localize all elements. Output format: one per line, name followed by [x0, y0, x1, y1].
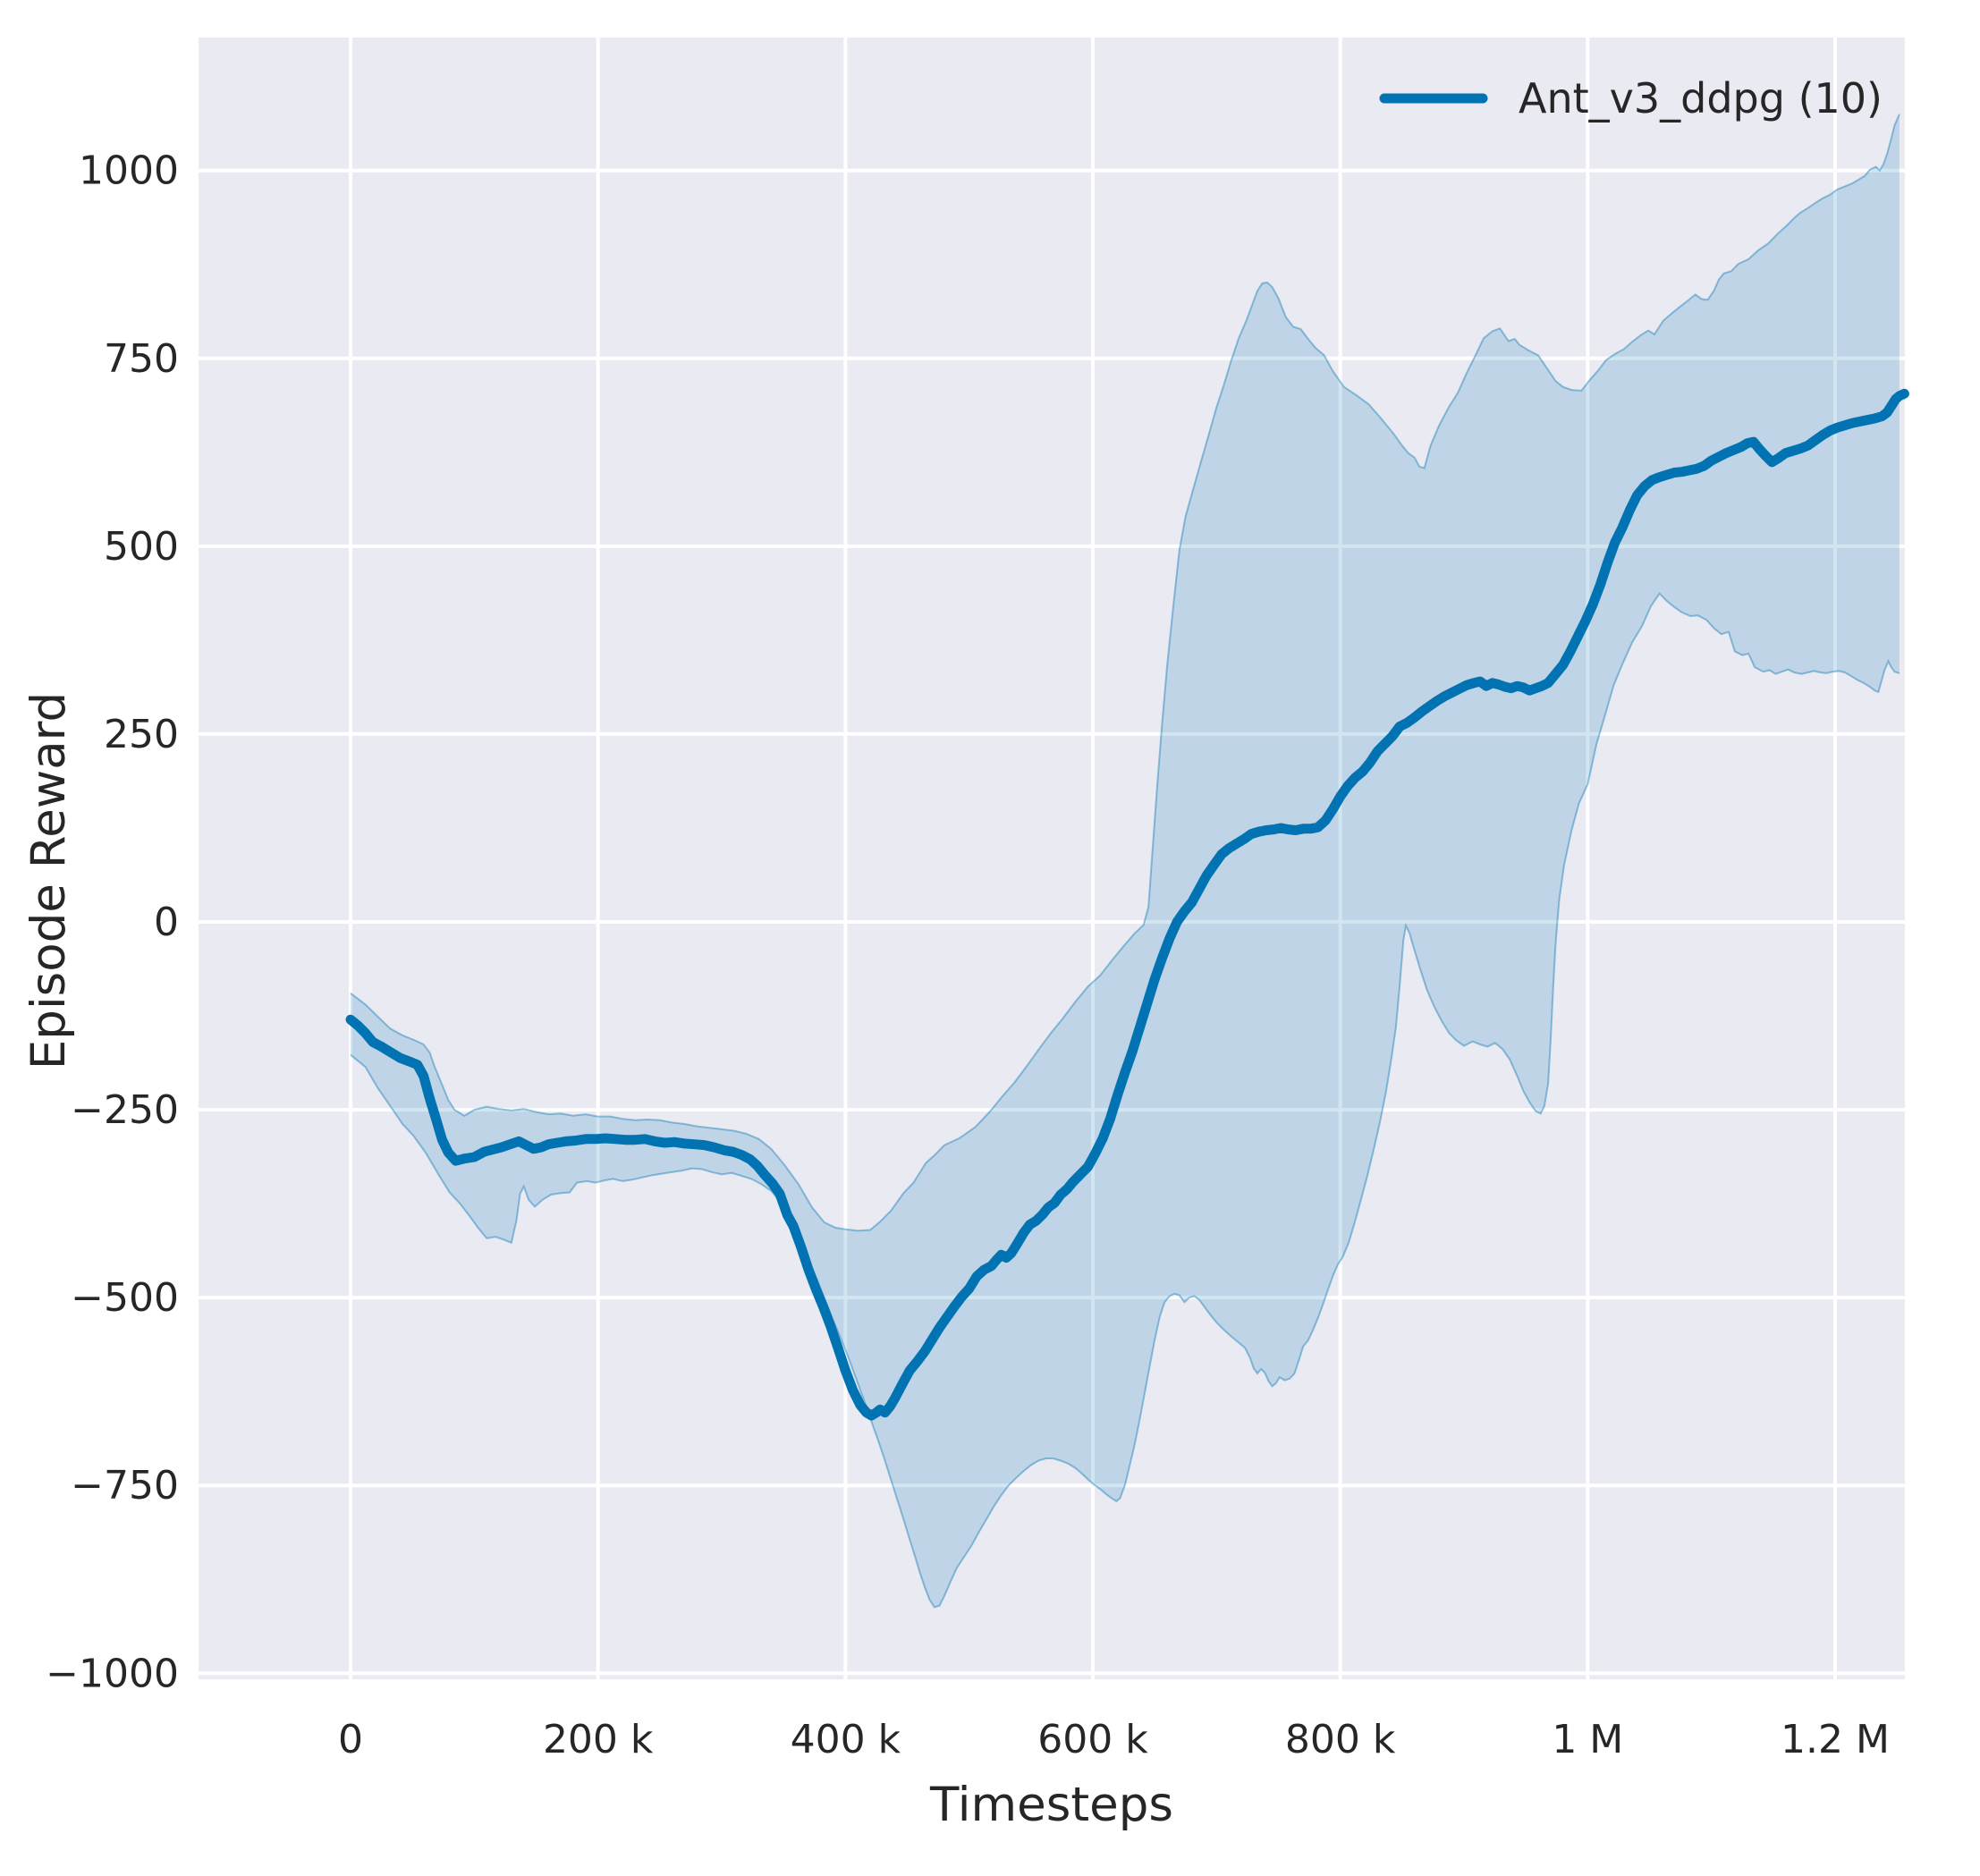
- x-tick-label: 800 k: [1285, 1717, 1396, 1762]
- band-upper-edge: [350, 114, 1900, 1232]
- x-axis-label: Timesteps: [929, 1778, 1173, 1832]
- x-tick-label: 400 k: [791, 1717, 901, 1762]
- y-tick-label: 0: [154, 900, 179, 945]
- x-tick-label: 200 k: [543, 1717, 654, 1762]
- y-axis-label: Episode Reward: [21, 692, 76, 1069]
- x-tick-label: 0: [338, 1717, 363, 1762]
- band-lower-edge: [350, 592, 1900, 1609]
- x-tick-label: 600 k: [1037, 1717, 1148, 1762]
- series-group: [345, 114, 1909, 1609]
- y-tick-label: 750: [104, 336, 179, 382]
- gridlines: [199, 38, 1905, 1679]
- y-tick-label: 1000: [79, 148, 179, 194]
- y-tick-label: −750: [71, 1463, 179, 1508]
- plot-area: [199, 38, 1905, 1679]
- y-tick-label: 500: [104, 524, 179, 570]
- y-tick-label: −500: [71, 1275, 179, 1321]
- legend-label: Ant_v3_ddpg (10): [1519, 74, 1883, 123]
- confidence-band: [351, 114, 1900, 1608]
- y-tick-label: −1000: [46, 1651, 179, 1696]
- x-tick-label: 1.2 M: [1781, 1717, 1890, 1762]
- mean-reward-line: [345, 388, 1909, 1421]
- x-tick-label: 1 M: [1552, 1717, 1623, 1762]
- legend: Ant_v3_ddpg (10): [1379, 74, 1883, 123]
- y-tick-label: −250: [71, 1087, 179, 1133]
- tick-labels: 0 200 k 400 k 600 k 800 k 1 M 1.2 M 1000 750 500 2…: [46, 148, 1890, 1762]
- y-tick-label: 250: [104, 712, 179, 757]
